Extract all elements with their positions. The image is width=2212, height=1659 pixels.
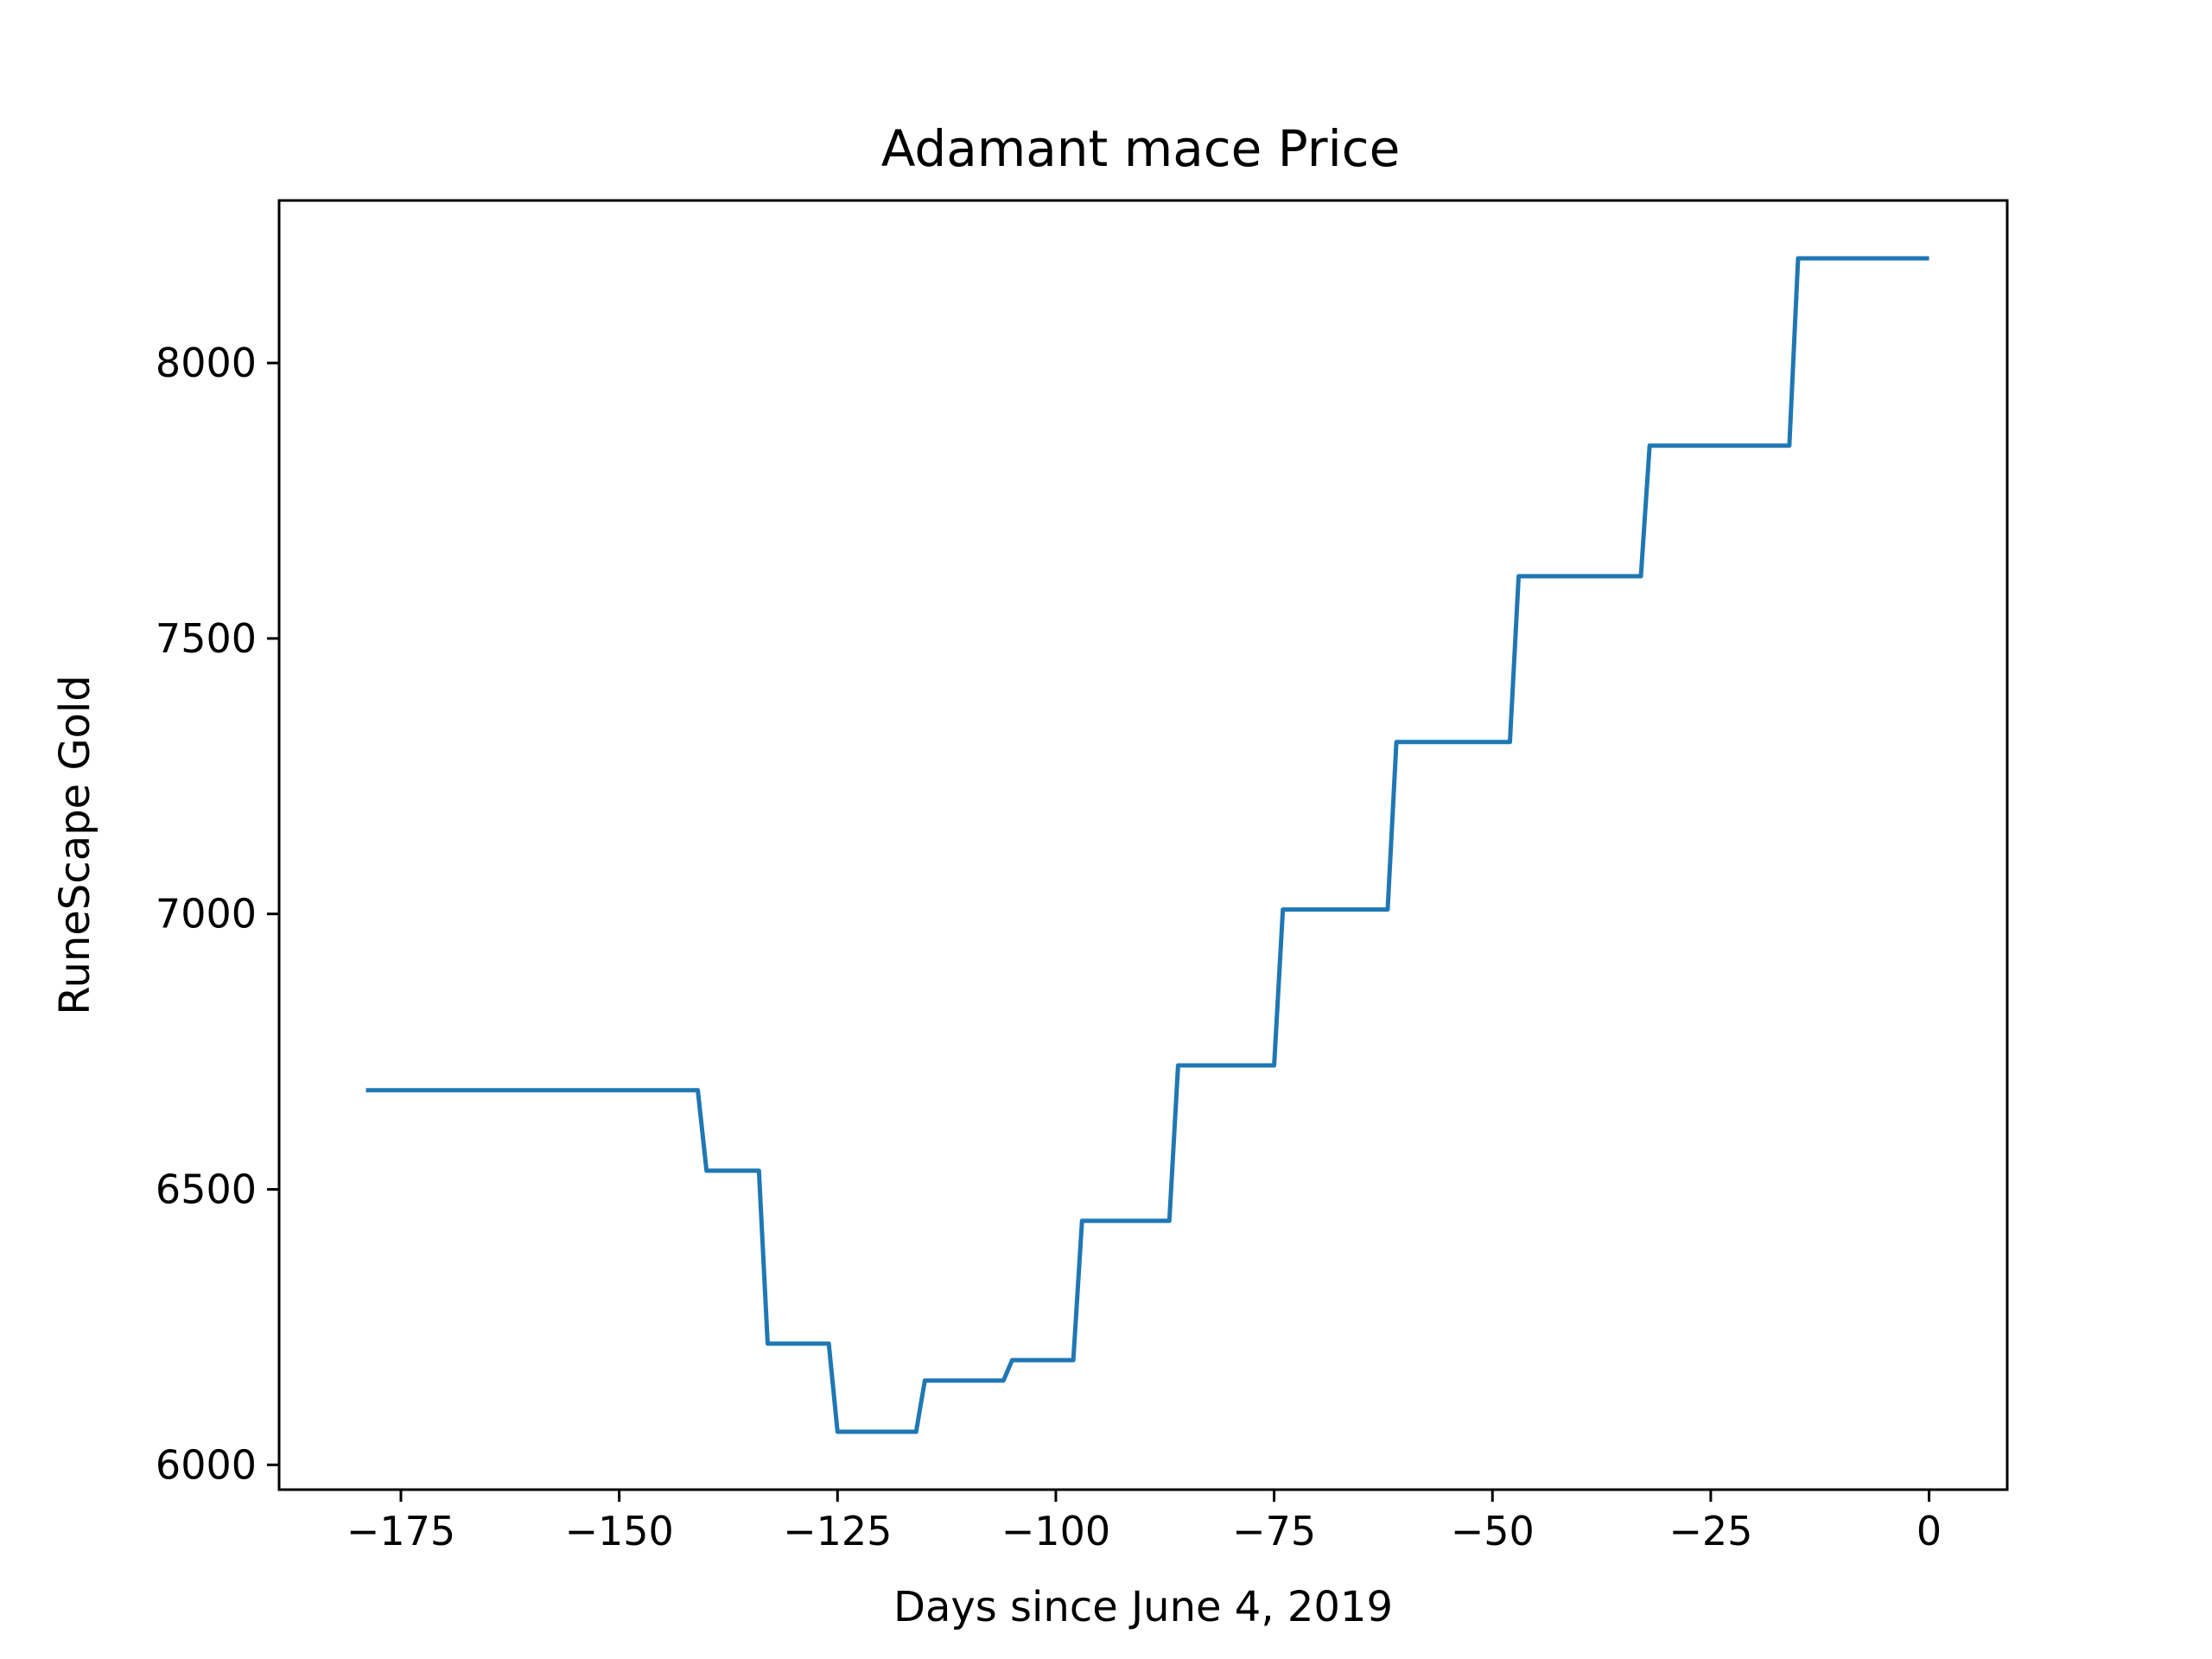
y-tick-label: 7500 (156, 615, 257, 662)
y-axis-label: RuneScape Gold (51, 675, 99, 1014)
x-tick-label: −75 (1232, 1508, 1316, 1554)
x-axis-label: Days since June 4, 2019 (893, 1583, 1393, 1631)
x-tick-label: 0 (1916, 1508, 1942, 1554)
x-tick-label: −50 (1451, 1508, 1535, 1554)
plot-frame (277, 199, 2009, 1491)
x-tick-label: −175 (346, 1508, 455, 1554)
chart-title: Adamant mace Price (881, 119, 1401, 178)
y-tick-label: 8000 (156, 340, 257, 386)
y-tick-label: 6500 (156, 1166, 257, 1213)
x-tick-label: −150 (564, 1508, 673, 1554)
price-line-series-0 (365, 256, 1929, 1434)
x-tick-label: −125 (783, 1508, 892, 1554)
y-tick-label: 7000 (156, 891, 257, 938)
y-tick-label: 6000 (156, 1441, 257, 1488)
axis-ticks: −175 −150 −125 −100 −75 −50 −25 0 6000 6500 7000 75… (156, 340, 1942, 1554)
plot-area (365, 256, 1929, 1434)
x-tick-label: −25 (1669, 1508, 1752, 1554)
x-tick-label: −100 (1001, 1508, 1110, 1554)
